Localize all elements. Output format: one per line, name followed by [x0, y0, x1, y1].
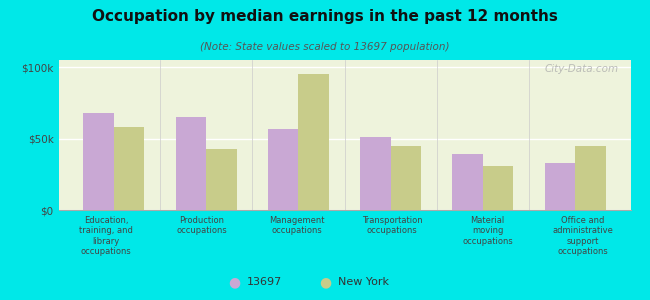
Bar — [452, 154, 483, 210]
Bar — [176, 117, 206, 210]
Bar — [360, 137, 391, 210]
Bar — [83, 113, 114, 210]
Text: (Note: State values scaled to 13697 population): (Note: State values scaled to 13697 popu… — [200, 42, 450, 52]
Bar — [114, 127, 144, 210]
Text: 13697: 13697 — [247, 277, 282, 287]
Bar — [268, 129, 298, 210]
Text: Material
moving
occupations: Material moving occupations — [462, 216, 513, 246]
Text: Production
occupations: Production occupations — [176, 216, 227, 236]
Text: Management
occupations: Management occupations — [269, 216, 324, 236]
Text: ●: ● — [319, 275, 331, 289]
Bar — [391, 146, 421, 210]
Text: City-Data.com: City-Data.com — [545, 64, 619, 74]
Text: ●: ● — [228, 275, 240, 289]
Bar — [545, 163, 575, 210]
Text: Office and
administrative
support
occupations: Office and administrative support occupa… — [552, 216, 613, 256]
Bar — [298, 74, 329, 210]
Bar — [575, 146, 606, 210]
Text: Occupation by median earnings in the past 12 months: Occupation by median earnings in the pas… — [92, 9, 558, 24]
Text: New York: New York — [338, 277, 389, 287]
Text: Education,
training, and
library
occupations: Education, training, and library occupat… — [79, 216, 133, 256]
Text: Transportation
occupations: Transportation occupations — [362, 216, 422, 236]
Bar — [483, 166, 514, 210]
Bar — [206, 148, 237, 210]
